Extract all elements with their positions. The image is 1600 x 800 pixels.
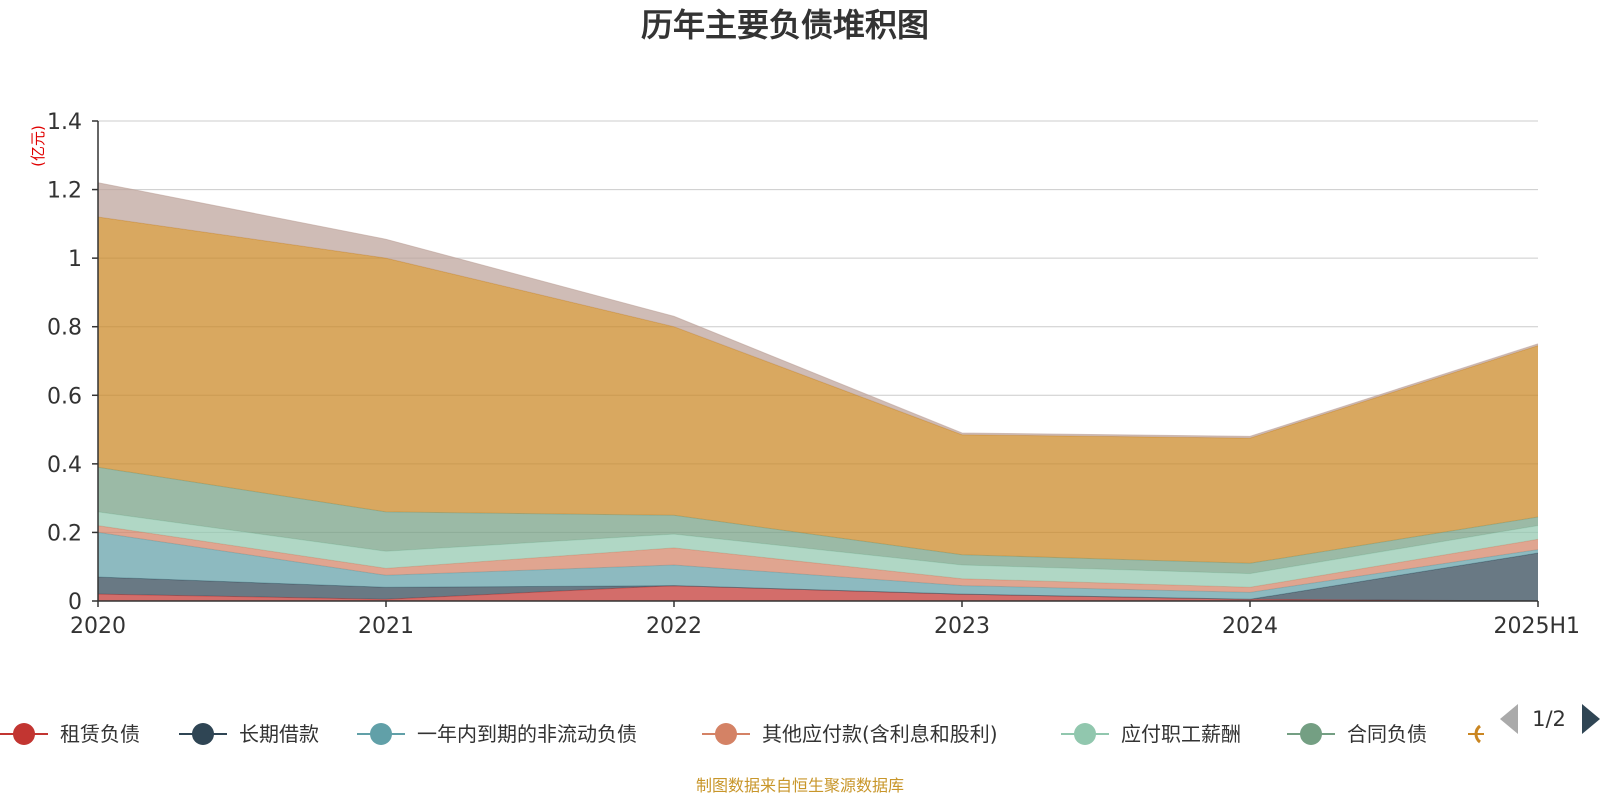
legend-label: 一年内到期的非流动负债: [417, 722, 637, 746]
x-tick-label: 2025H1: [1493, 614, 1580, 639]
legend-item-6[interactable]: [1468, 724, 1484, 744]
area-series-1[interactable]: [98, 553, 1538, 601]
area-series-5[interactable]: [98, 467, 1538, 574]
y-tick-label: 0.8: [47, 316, 82, 341]
legend-marker: [192, 723, 214, 745]
legend-marker: [13, 723, 35, 745]
legend-label: 租赁负债: [60, 722, 140, 746]
legend-label: 其他应付款(含利息和股利): [762, 722, 998, 746]
y-tick-label: 0: [68, 590, 82, 615]
area-series-6[interactable]: [98, 217, 1538, 564]
stacked-areas: [97, 182, 1539, 602]
legend-item-1[interactable]: 长期借款: [179, 722, 319, 746]
y-tick-label: 1.4: [47, 110, 82, 135]
legend-item-5[interactable]: 合同负债: [1287, 722, 1427, 746]
x-tick-label: 2023: [934, 614, 990, 639]
y-tick-label: 0.6: [47, 384, 82, 409]
legend-marker: [1074, 723, 1096, 745]
legend-marker: [1300, 723, 1322, 745]
data-source-note: 制图数据来自恒生聚源数据库: [696, 776, 904, 795]
legend-next-page-icon[interactable]: [1582, 704, 1600, 734]
legend-label: 长期借款: [239, 722, 319, 746]
area-series-line-7: [97, 182, 1539, 437]
y-tick-label: 1: [68, 247, 82, 272]
legend-page-indicator: 1/2: [1532, 707, 1566, 731]
x-tick-label: 2020: [70, 614, 126, 639]
chart-title: 历年主要负债堆积图: [641, 6, 929, 44]
legend-prev-page-icon[interactable]: [1500, 704, 1518, 734]
x-tick-label: 2022: [646, 614, 702, 639]
y-tick-label: 0.4: [47, 453, 82, 478]
axes: 2020 2021 2022 2023 2024 2025H1: [70, 120, 1580, 639]
legend-item-4[interactable]: 应付职工薪酬: [1061, 722, 1241, 746]
y-tick-label: 1.2: [47, 179, 82, 204]
legend-item-3[interactable]: 其他应付款(含利息和股利): [702, 722, 998, 746]
y-axis-unit-label: (亿元): [29, 125, 47, 167]
legend-marker: [715, 723, 737, 745]
legend-marker: [370, 723, 392, 745]
area-series-0[interactable]: [98, 585, 1538, 601]
legend-label: 应付职工薪酬: [1121, 722, 1241, 746]
y-tick-label: 0.2: [47, 521, 82, 546]
legend-label: 合同负债: [1347, 722, 1427, 746]
area-series-2[interactable]: [98, 532, 1538, 600]
legend[interactable]: 租赁负债 长期借款 一年内到期的非流动负债 其他应付款(含利息和股利) 应付职工薪酬 合同…: [0, 722, 1484, 746]
legend-item-2[interactable]: 一年内到期的非流动负债: [357, 722, 637, 746]
x-tick-label: 2021: [358, 614, 414, 639]
x-tick-label: 2024: [1222, 614, 1278, 639]
legend-marker-partial: [1474, 724, 1482, 744]
legend-pager: 1/2: [1500, 704, 1600, 734]
legend-item-0[interactable]: 租赁负债: [0, 722, 140, 746]
